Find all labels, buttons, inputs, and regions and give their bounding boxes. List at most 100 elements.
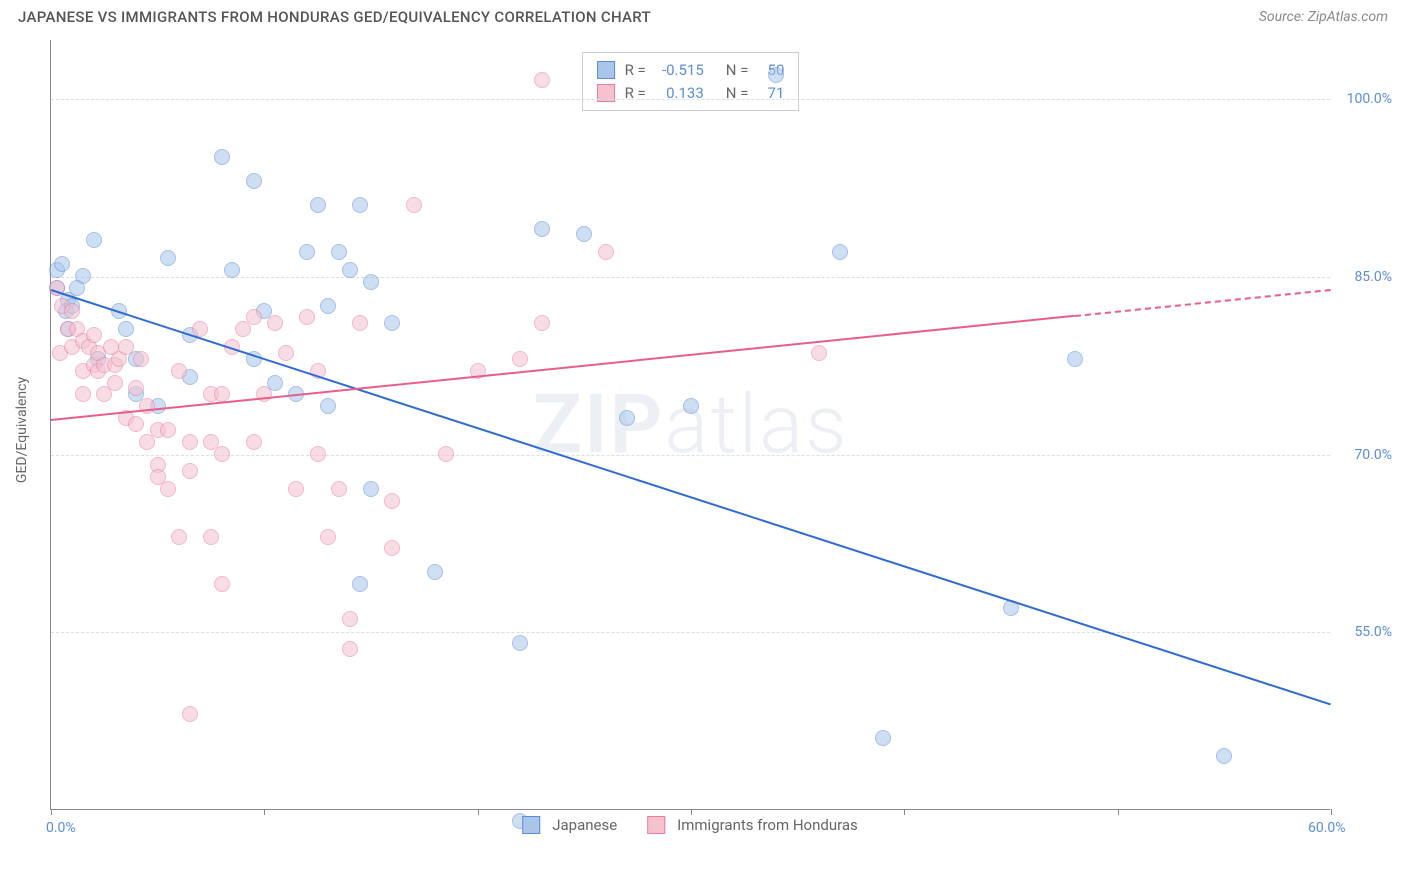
scatter-point (363, 274, 379, 290)
scatter-point (133, 351, 149, 367)
x-tick (691, 809, 692, 815)
scatter-point (342, 611, 358, 627)
y-tick-label: 55.0% (1354, 624, 1392, 640)
scatter-point (139, 398, 155, 414)
scatter-point (619, 410, 635, 426)
series-legend: Japanese Immigrants from Honduras (522, 816, 858, 834)
series-legend-label: Japanese (552, 816, 617, 834)
scatter-point (288, 481, 304, 497)
scatter-point (160, 250, 176, 266)
legend-row: R = 0.133 N =71 (597, 82, 785, 105)
scatter-point (171, 529, 187, 545)
series-legend-item: Immigrants from Honduras (647, 816, 858, 834)
gridline (51, 99, 1330, 100)
trend-line (1075, 289, 1331, 317)
scatter-point (214, 576, 230, 592)
scatter-point (128, 416, 144, 432)
scatter-point (299, 309, 315, 325)
scatter-point (576, 226, 592, 242)
scatter-point (384, 493, 400, 509)
legend-swatch (647, 816, 665, 834)
scatter-point (310, 446, 326, 462)
scatter-point (182, 434, 198, 450)
scatter-point (406, 197, 422, 213)
chart-source: Source: ZipAtlas.com (1259, 9, 1388, 25)
scatter-point (384, 315, 400, 331)
scatter-point (64, 303, 80, 319)
y-tick-label: 100.0% (1347, 91, 1392, 107)
gridline (51, 277, 1330, 278)
chart-title: JAPANESE VS IMMIGRANTS FROM HONDURAS GED… (18, 8, 651, 26)
scatter-point (331, 244, 347, 260)
x-tick (51, 809, 52, 815)
x-tick-label: 60.0% (1308, 820, 1346, 836)
scatter-point (598, 244, 614, 260)
y-axis-title: GED/Equivalency (14, 377, 30, 483)
legend-swatch (522, 816, 540, 834)
scatter-point (352, 315, 368, 331)
scatter-point (86, 327, 102, 343)
scatter-point (224, 262, 240, 278)
scatter-point (438, 446, 454, 462)
x-tick (478, 809, 479, 815)
scatter-point (256, 386, 272, 402)
scatter-point (160, 422, 176, 438)
scatter-point (1216, 748, 1232, 764)
series-legend-label: Immigrants from Honduras (677, 816, 858, 834)
scatter-point (363, 481, 379, 497)
scatter-point (203, 529, 219, 545)
trend-line (51, 289, 1332, 706)
legend-n-label: N = (726, 59, 749, 82)
scatter-point (246, 309, 262, 325)
scatter-point (160, 481, 176, 497)
legend-r-label: R = (625, 82, 646, 105)
scatter-point (768, 67, 784, 83)
scatter-point (278, 345, 294, 361)
gridline (51, 632, 1330, 633)
scatter-point (182, 463, 198, 479)
legend-n-label: N = (726, 82, 749, 105)
scatter-point (69, 280, 85, 296)
scatter-point (683, 398, 699, 414)
scatter-point (182, 706, 198, 722)
scatter-point (342, 262, 358, 278)
scatter-point (331, 481, 347, 497)
scatter-point (352, 576, 368, 592)
scatter-point (75, 386, 91, 402)
y-tick-label: 70.0% (1354, 447, 1392, 463)
series-legend-item: Japanese (522, 816, 617, 834)
gridline (51, 455, 1330, 456)
scatter-point (1067, 351, 1083, 367)
scatter-point (214, 446, 230, 462)
x-tick (904, 809, 905, 815)
legend-swatch (597, 61, 615, 79)
legend-r-value: -0.515 (652, 59, 704, 82)
scatter-point (512, 635, 528, 651)
legend-n-value: 71 (754, 82, 784, 105)
scatter-point (299, 244, 315, 260)
scatter-point (534, 315, 550, 331)
x-tick-label: 0.0% (46, 820, 76, 836)
scatter-point (54, 256, 70, 272)
scatter-point (811, 345, 827, 361)
watermark: ZIPatlas (532, 377, 848, 473)
scatter-point (214, 149, 230, 165)
chart-header: JAPANESE VS IMMIGRANTS FROM HONDURAS GED… (0, 0, 1406, 30)
plot-area: ZIPatlas R =-0.515N =50R =0.133N =71 55.… (50, 40, 1330, 810)
scatter-point (246, 434, 262, 450)
scatter-point (171, 363, 187, 379)
scatter-point (107, 375, 123, 391)
chart-container: GED/Equivalency ZIPatlas R =-0.515N =50R… (0, 30, 1406, 830)
scatter-point (534, 221, 550, 237)
correlation-legend: R =-0.515N =50R =0.133N =71 (582, 52, 800, 111)
legend-row: R =-0.515N =50 (597, 59, 785, 82)
legend-r-value: 0.133 (652, 82, 704, 105)
scatter-point (342, 641, 358, 657)
x-tick (1118, 809, 1119, 815)
scatter-point (118, 339, 134, 355)
scatter-point (384, 540, 400, 556)
x-tick (264, 809, 265, 815)
scatter-point (875, 730, 891, 746)
scatter-point (320, 529, 336, 545)
scatter-point (320, 398, 336, 414)
